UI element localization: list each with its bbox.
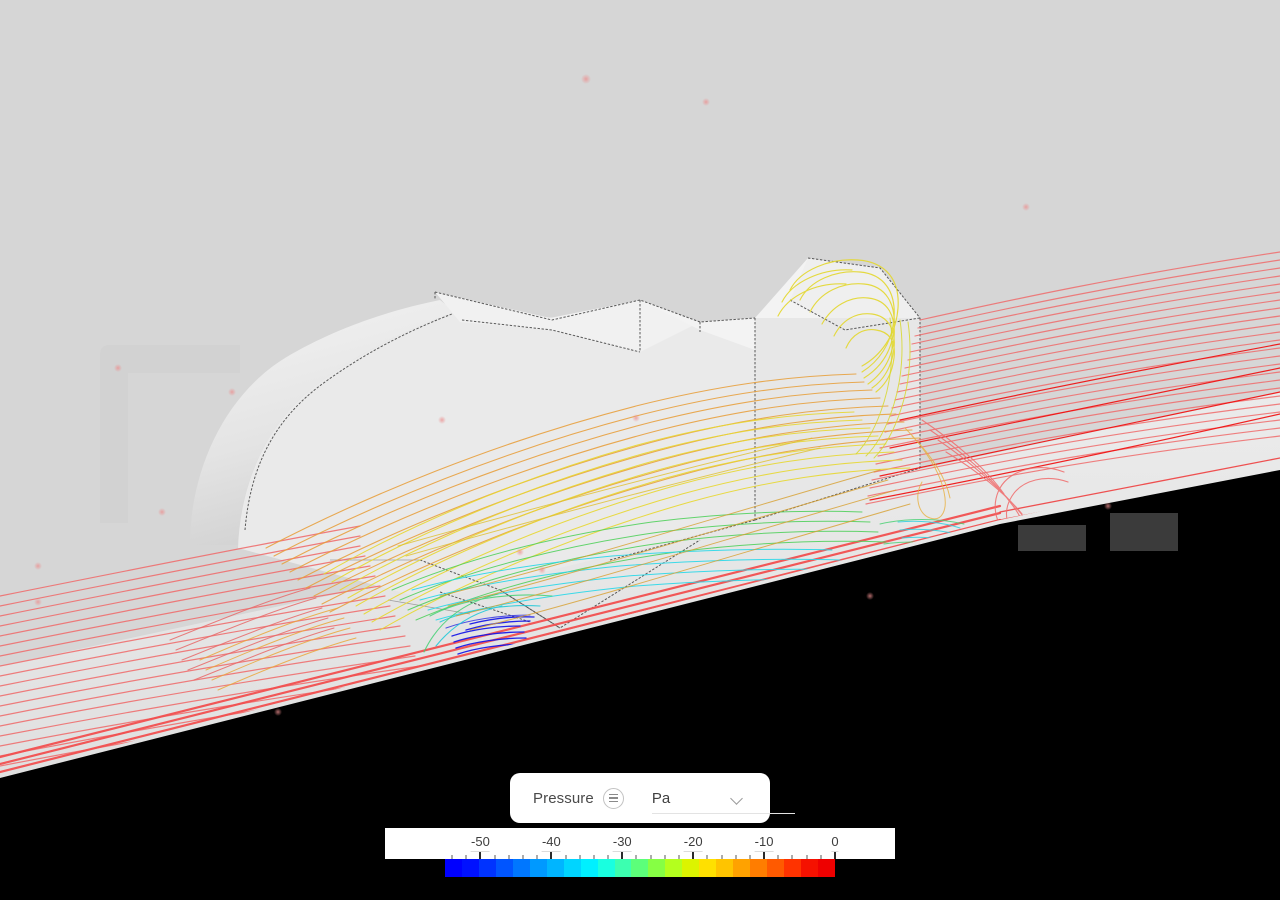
tick-label-rule xyxy=(754,851,774,852)
colorbar-minor-tick xyxy=(650,855,652,859)
menu-line xyxy=(608,793,618,796)
colorbar-major-tick xyxy=(834,852,836,859)
colorbar-minor-tick xyxy=(565,855,567,859)
tick-label-rule xyxy=(683,851,703,852)
colorbar-minor-tick xyxy=(791,855,793,859)
colorbar-minor-tick xyxy=(735,855,737,859)
colorbar-swatch-12 xyxy=(648,859,666,877)
colorbar-minor-tick xyxy=(451,855,453,859)
colorbar-major-tick xyxy=(692,852,695,859)
colorbar-swatch-11 xyxy=(631,859,649,877)
colorbar-major-tick xyxy=(621,852,624,859)
menu-line xyxy=(608,797,618,799)
colorbar-swatch-18 xyxy=(750,859,768,877)
pressure-colorbar[interactable]: -50 -40 -30 -20 -10 0 xyxy=(385,828,895,877)
colorbar-swatch-10 xyxy=(614,859,632,877)
colorbar-tick-label: -50 xyxy=(471,834,490,852)
colorbar-minor-tick xyxy=(494,855,496,859)
colorbar-swatch-13 xyxy=(665,859,683,877)
colorbar-minor-tick xyxy=(806,855,808,859)
colorbar-major-tick xyxy=(479,852,482,859)
unit-value: Pa xyxy=(651,789,671,807)
colorbar-tick-label: -40 xyxy=(541,834,561,852)
colorbar-major-tick xyxy=(763,852,766,859)
colorbar-swatch-20 xyxy=(784,859,802,877)
colorbar-minor-tick xyxy=(465,855,467,859)
colorbar-swatch-8 xyxy=(580,859,598,877)
colorbar-swatch-15 xyxy=(699,859,717,877)
colorbar-minor-tick xyxy=(749,855,751,859)
tick-label-rule xyxy=(471,851,490,852)
field-name-label: Pressure xyxy=(533,789,594,807)
colorbar-minor-tick xyxy=(579,855,581,859)
overlay-blocks xyxy=(1018,513,1178,551)
colorbar-swatch-17 xyxy=(733,859,751,877)
colorbar-minor-tick xyxy=(607,855,609,859)
ground-plane xyxy=(0,392,1280,778)
colorbar-swatch-2 xyxy=(478,859,496,877)
colorbar-minor-tick xyxy=(593,855,595,859)
colorbar-minor-tick xyxy=(820,855,822,859)
list-menu-icon[interactable] xyxy=(602,787,624,809)
colorbar-gradient xyxy=(445,859,835,877)
colorbar-swatch-0 xyxy=(445,859,462,877)
seed-points xyxy=(34,74,1112,716)
unit-select[interactable]: Pa xyxy=(651,773,795,823)
unit-underline xyxy=(651,813,795,814)
streamline-bundle xyxy=(0,251,1280,774)
colorbar-swatch-22 xyxy=(817,859,835,877)
colorbar-swatch-21 xyxy=(801,859,818,877)
tick-label-rule xyxy=(612,851,632,852)
menu-line xyxy=(608,800,618,803)
colorbar-swatch-16 xyxy=(716,859,734,877)
colorbar-swatch-19 xyxy=(767,859,785,877)
colorbar-minor-tick xyxy=(678,855,680,859)
colorbar-swatch-9 xyxy=(597,859,615,877)
colorbar-swatch-3 xyxy=(495,859,513,877)
colorbar-major-tick xyxy=(550,852,553,859)
colorbar-swatch-5 xyxy=(529,859,547,877)
colorbar-swatch-14 xyxy=(682,859,700,877)
colorbar-swatch-7 xyxy=(563,859,581,877)
colorbar-minor-tick xyxy=(635,855,637,859)
colorbar-tick-label: 0 xyxy=(831,834,839,852)
colorbar-minor-tick xyxy=(664,855,666,859)
field-legend-card[interactable]: Pressure Pa xyxy=(510,773,795,823)
colorbar-minor-tick xyxy=(706,855,708,859)
chevron-down-icon[interactable] xyxy=(732,793,743,804)
colorbar-minor-tick xyxy=(721,855,723,859)
colorbar-tick-label: -20 xyxy=(683,834,703,852)
colorbar-minor-tick xyxy=(777,855,779,859)
tick-label-rule xyxy=(831,851,839,852)
tick-label-rule xyxy=(541,851,561,852)
colorbar-minor-tick xyxy=(536,855,538,859)
colorbar-swatch-6 xyxy=(546,859,564,877)
colorbar-tick-strip: -50 -40 -30 -20 -10 0 xyxy=(385,828,895,859)
colorbar-swatch-1 xyxy=(461,859,479,877)
colorbar-swatch-4 xyxy=(512,859,530,877)
colorbar-minor-tick xyxy=(522,855,524,859)
colorbar-tick-label: -30 xyxy=(612,834,632,852)
colorbar-minor-tick xyxy=(508,855,510,859)
colorbar-tick-label: -10 xyxy=(754,834,774,852)
